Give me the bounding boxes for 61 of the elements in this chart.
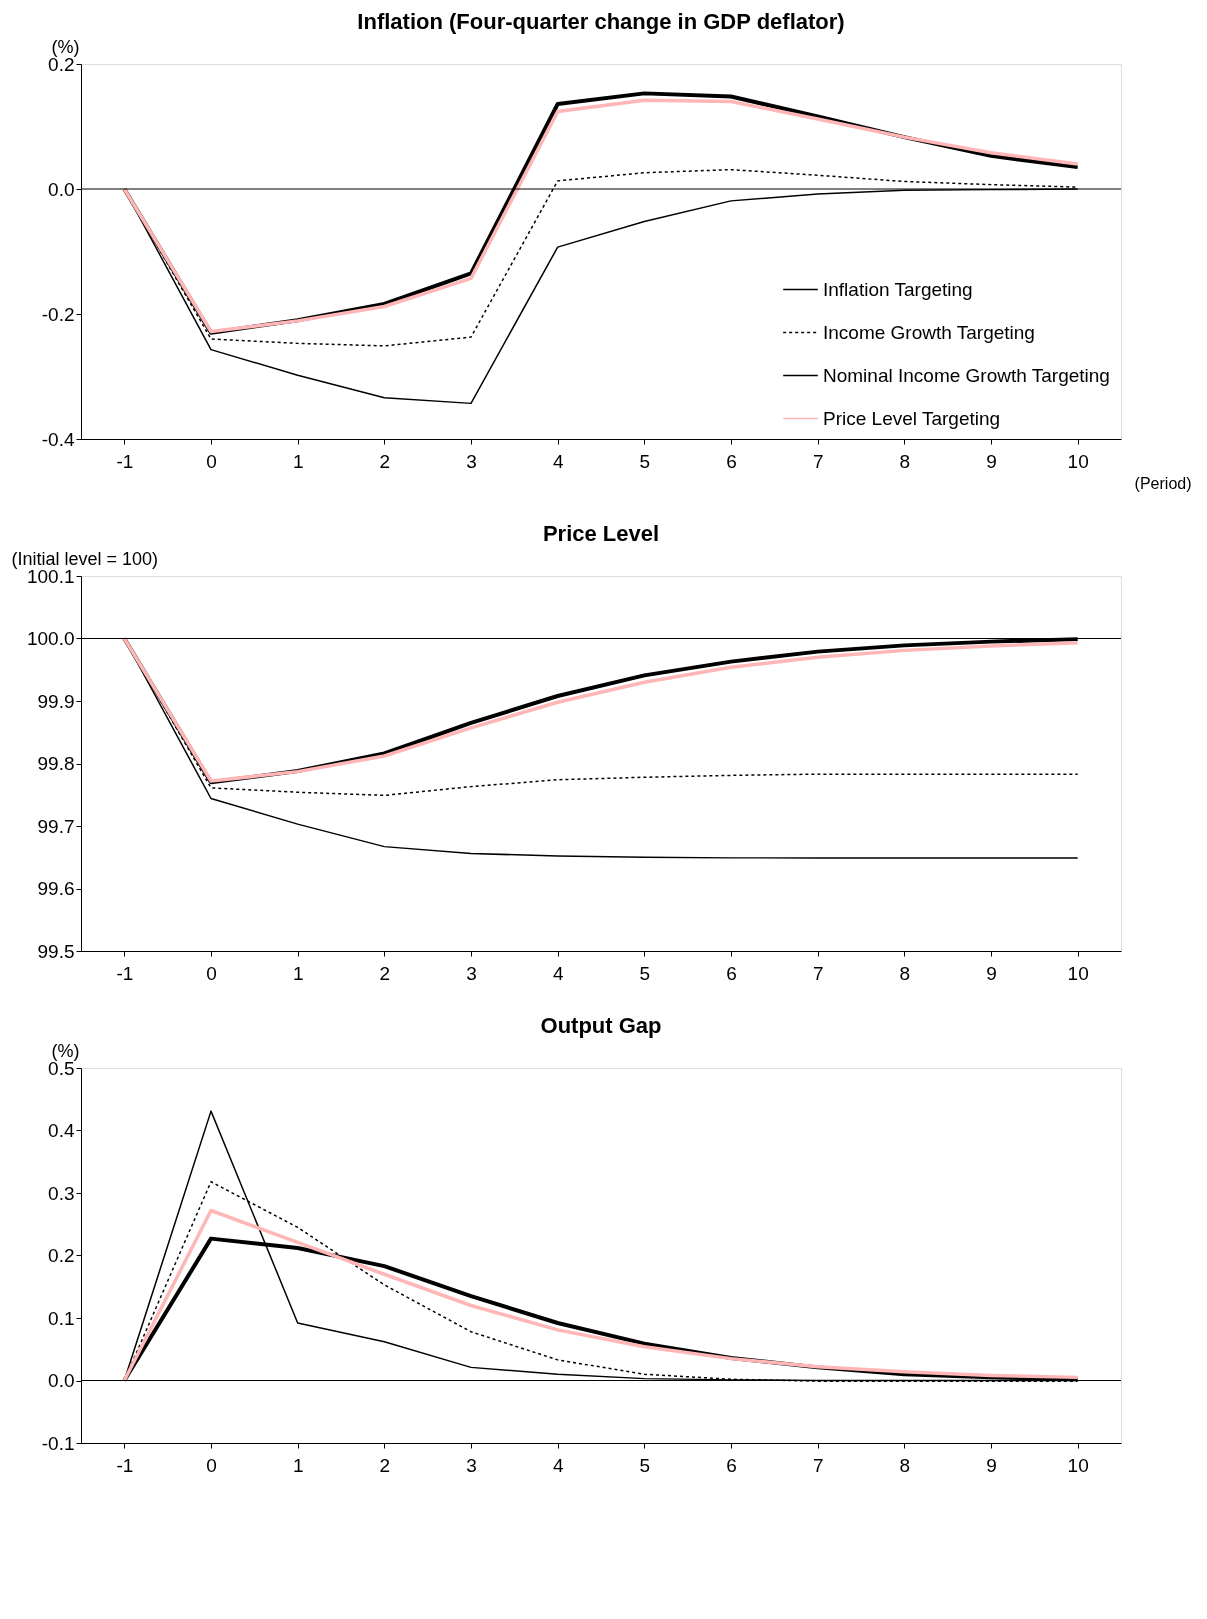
x-tick-label: 1 (292, 1454, 304, 1476)
x-tick-label: -1 (116, 1454, 134, 1476)
x-tick-label: 6 (726, 450, 737, 472)
y-tick-label: 99.5 (37, 940, 75, 962)
x-tick-label: 4 (552, 962, 564, 984)
x-axis-title: (Period) (1134, 474, 1192, 492)
y-tick-label: -0.4 (41, 428, 75, 450)
chart-title: Price Level (542, 521, 660, 546)
x-tick-label: 8 (899, 450, 911, 472)
x-tick-label: 0 (206, 1454, 217, 1476)
x-tick-label: 0 (206, 450, 217, 472)
y-axis-title: (%) (51, 36, 80, 57)
legend-label: Income Growth Targeting (823, 321, 1035, 343)
y-tick-label: 100.0 (26, 628, 75, 649)
x-tick-label: 9 (986, 450, 997, 472)
legend-label: Inflation Targeting (823, 278, 973, 300)
y-tick-label: -0.2 (41, 303, 75, 325)
x-tick-label: 5 (639, 450, 651, 472)
x-tick-label: 10 (1067, 1454, 1089, 1476)
x-tick-label: 2 (379, 962, 391, 984)
x-tick-label: 9 (986, 962, 997, 984)
chart-title: Output Gap (540, 1013, 662, 1038)
x-tick-label: 5 (639, 1454, 651, 1476)
y-tick-label: 99.8 (37, 753, 75, 774)
x-tick-label: -1 (116, 962, 134, 984)
x-tick-label: 6 (726, 1454, 737, 1476)
x-tick-label: 10 (1067, 450, 1089, 472)
y-tick-label: 0.2 (48, 1245, 75, 1266)
x-tick-label: 2 (379, 450, 391, 472)
x-tick-label: 1 (292, 962, 304, 984)
legend-label: Price Level Targeting (823, 407, 1001, 429)
y-tick-label: 0.4 (48, 1120, 75, 1141)
x-tick-label: 7 (812, 450, 824, 472)
y-tick-label: 0.1 (48, 1307, 75, 1329)
chart-title: Inflation (Four-quarter change in GDP deflator) (357, 9, 845, 34)
x-tick-label: 8 (899, 1454, 911, 1476)
x-tick-label: 2 (379, 1454, 391, 1476)
x-tick-label: 7 (812, 962, 824, 984)
x-tick-label: 3 (466, 450, 477, 472)
x-tick-label: 4 (552, 1454, 564, 1476)
x-tick-label: 7 (812, 1454, 824, 1476)
y-tick-label: 99.6 (37, 878, 75, 899)
x-tick-label: 3 (466, 1454, 477, 1476)
x-tick-label: 6 (726, 962, 737, 984)
x-tick-label: 8 (899, 962, 911, 984)
x-tick-label: 10 (1067, 962, 1089, 984)
x-tick-label: 9 (986, 1454, 997, 1476)
y-tick-label: 99.9 (37, 690, 75, 712)
x-tick-label: 0 (206, 962, 217, 984)
x-tick-label: 4 (552, 450, 564, 472)
y-axis-title: (%) (51, 1040, 80, 1061)
y-tick-label: 99.7 (37, 815, 75, 837)
y-tick-label: 0.0 (48, 1370, 75, 1391)
y-tick-label: 0.0 (48, 178, 75, 200)
x-tick-label: 3 (466, 962, 477, 984)
y-tick-label: 0.3 (48, 1182, 75, 1204)
y-tick-label: -0.1 (41, 1432, 75, 1454)
x-tick-label: 5 (639, 962, 651, 984)
x-tick-label: 1 (292, 450, 304, 472)
legend-label: Nominal Income Growth Targeting (823, 364, 1110, 386)
x-tick-label: -1 (116, 450, 134, 472)
